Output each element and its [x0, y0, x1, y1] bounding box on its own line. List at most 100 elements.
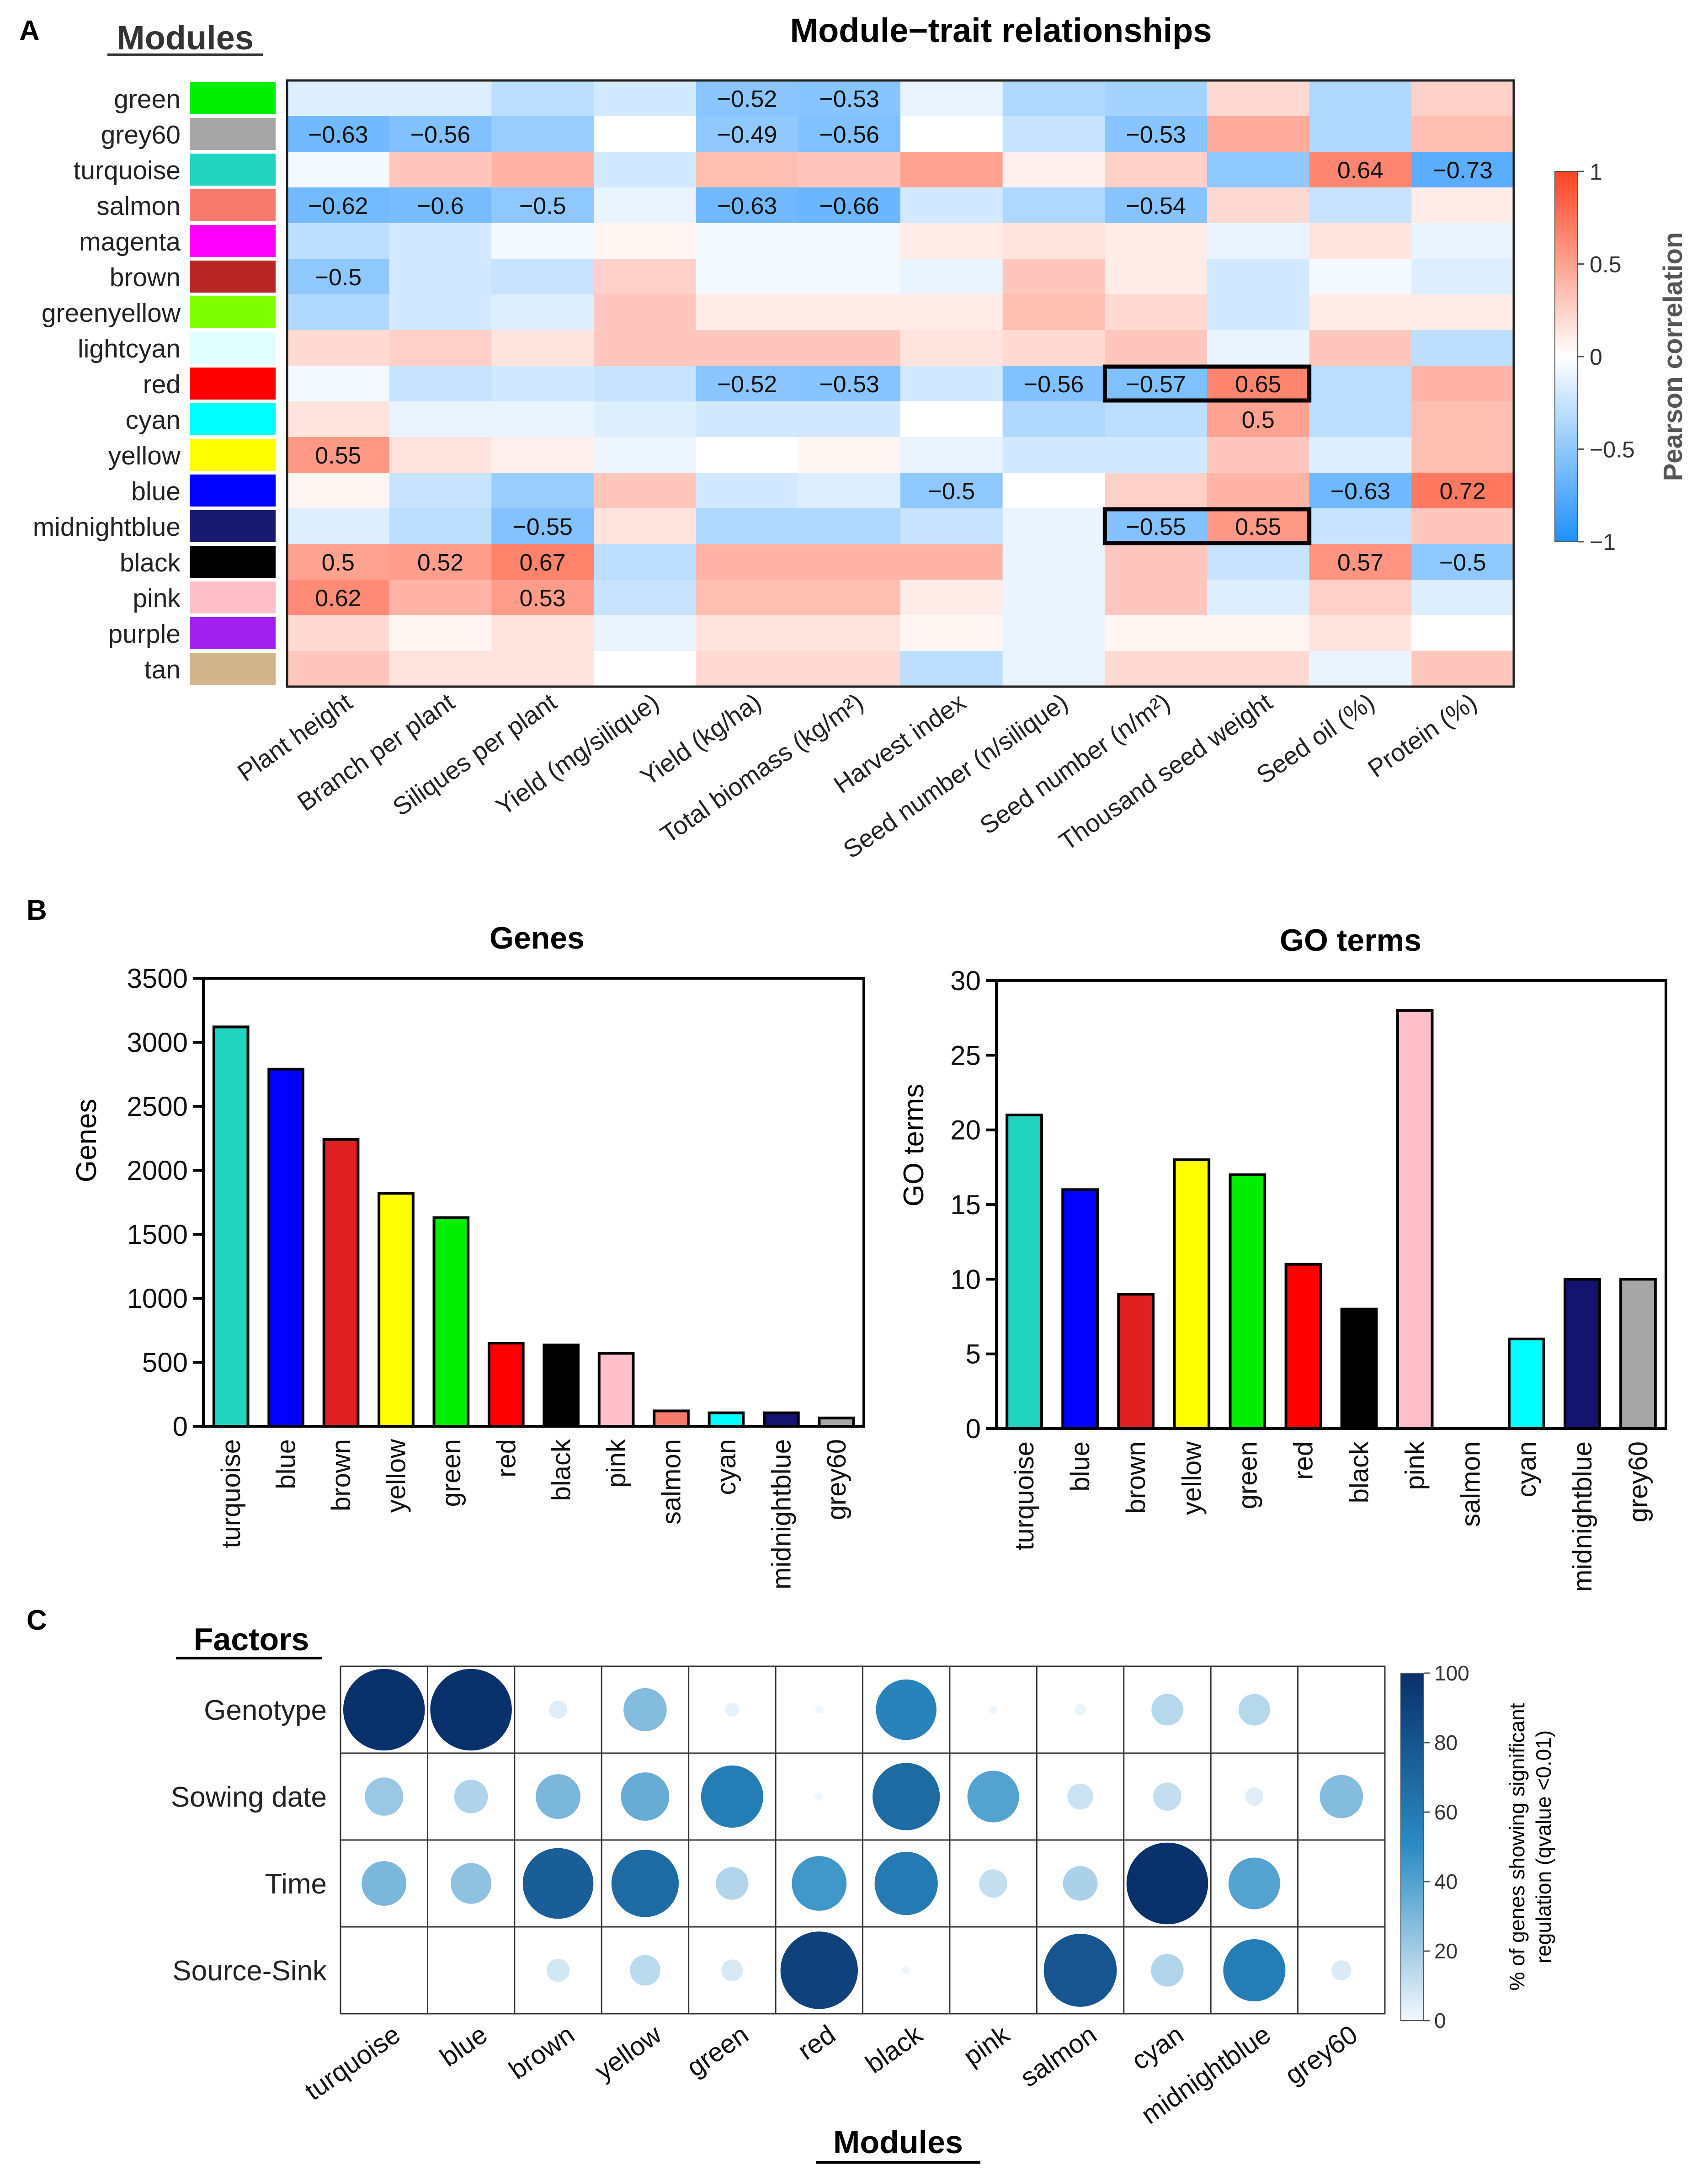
module-swatch-purple: [190, 617, 276, 649]
bubble-sowing-date-midnightblue: [1245, 1787, 1264, 1806]
heatmap-cell-label: 0.55: [315, 443, 361, 469]
heatmap-cell: [594, 294, 697, 331]
heatmap-cell: [1411, 615, 1514, 651]
bubble-sowing-date-green: [701, 1765, 763, 1828]
heatmap-cell: [1105, 80, 1208, 117]
heatmap-cell: [696, 366, 798, 402]
go-y-tick-label: 5: [966, 1339, 981, 1370]
heatmap-cell: [287, 259, 390, 295]
heatmap-cell: [798, 437, 901, 473]
bubble-sowing-date-grey60: [1320, 1775, 1363, 1819]
genes-bar-turquoise: [212, 1025, 250, 1428]
heatmap-cell-label: −0.57: [1126, 371, 1186, 398]
heatmap-cell: [696, 544, 798, 580]
go-y-tick-label: 10: [950, 1264, 981, 1295]
heatmap-cell: [1105, 152, 1208, 188]
heatmap-cell: [389, 580, 492, 616]
heatmap-cell: [287, 187, 390, 224]
module-swatch-brown: [190, 261, 276, 293]
heatmap-cell-label: 0.72: [1440, 478, 1486, 505]
heatmap-cell: [1309, 80, 1412, 117]
bubble-source-sink-brown: [546, 1958, 570, 1982]
heatmap-cell: [1002, 473, 1105, 509]
heatmap-cell: [491, 437, 594, 473]
heatmap-cell: [696, 437, 798, 473]
heatmap-cell: [491, 508, 594, 544]
heatmap-cell: [1207, 401, 1310, 437]
heatmap-cell: [594, 223, 697, 259]
heatmap-cell: [1411, 223, 1514, 259]
module-label-greenyellow: greenyellow: [42, 299, 181, 328]
module-label-brown: brown: [110, 263, 181, 292]
heatmap-cell: [287, 80, 390, 117]
go-y-tick-label: 0: [966, 1413, 981, 1444]
module-label-grey60: grey60: [101, 120, 181, 149]
heatmap-cell-label: −0.49: [717, 122, 777, 148]
bubble-time-yellow: [611, 1850, 679, 1917]
heatmap-cell: [900, 401, 1003, 437]
heatmap-cell: [594, 187, 697, 224]
heatmap-cell: [696, 330, 798, 366]
go-y-tick-label: 30: [950, 965, 981, 996]
heatmap-cell: [798, 330, 901, 366]
genes-bar-salmon: [653, 1409, 690, 1428]
module-label-tan: tan: [144, 655, 181, 684]
panel-b-letter: B: [27, 895, 47, 926]
bubble-genotype-black: [876, 1679, 936, 1740]
heatmap-cell-label: −0.63: [308, 122, 368, 148]
go-x-label-yellow: yellow: [1177, 1441, 1207, 1515]
module-swatch-pink: [190, 581, 276, 613]
bubble-source-sink-salmon: [1043, 1934, 1117, 2007]
go-y-axis-label: GO terms: [898, 1084, 930, 1207]
factors-header: Factors: [194, 1621, 309, 1657]
go-bar-brown: [1117, 1293, 1155, 1430]
heatmap-cell-label: −0.5: [928, 478, 975, 505]
heatmap-cell: [900, 437, 1003, 473]
module-swatch-salmon: [190, 189, 276, 221]
heatmap-cell: [491, 80, 594, 117]
heatmap-cell: [1002, 651, 1105, 687]
heatmap-cell: [1411, 294, 1514, 331]
genes-x-label-black: black: [547, 1439, 576, 1501]
heatmap-cell: [798, 116, 901, 152]
go-x-label-red: red: [1288, 1441, 1318, 1480]
go-x-label-blue: blue: [1065, 1441, 1095, 1492]
heatmap-cell: [798, 401, 901, 437]
pearson-colorbar-tick-label: −1: [1590, 529, 1616, 555]
module-label-salmon: salmon: [96, 192, 181, 221]
heatmap-cell: [1105, 437, 1208, 473]
genes-bar-midnightblue: [763, 1411, 800, 1428]
pearson-colorbar-tick-label: 1: [1590, 159, 1602, 185]
go-bar-black: [1340, 1307, 1378, 1430]
genes-x-label-brown: brown: [326, 1439, 356, 1511]
heatmap-cell: [900, 615, 1003, 651]
heatmap-cell: [1002, 437, 1105, 473]
heatmap-cell: [798, 294, 901, 331]
heatmap-cell-label: 0.52: [417, 549, 463, 576]
heatmap-cell: [287, 330, 390, 366]
heatmap-cell-label: −0.6: [417, 193, 464, 219]
genes-y-tick-label: 2000: [127, 1155, 188, 1186]
heatmap-cell: [696, 294, 798, 331]
heatmap-cell: [696, 259, 798, 295]
heatmap-cell: [1207, 116, 1310, 152]
genes-y-tick-label: 2500: [127, 1091, 188, 1122]
bubble-sowing-date-red: [815, 1792, 824, 1801]
pearson-colorbar-tick-label: 0: [1590, 344, 1602, 370]
bubble-genotype-yellow: [623, 1688, 667, 1732]
heatmap-cell: [287, 580, 390, 616]
heatmap-cell: [1411, 116, 1514, 152]
module-trait-heatmap: Module−trait relationships Modules green…: [33, 11, 1688, 864]
heatmap-cell: [1002, 152, 1105, 188]
bubble-source-sink-midnightblue: [1223, 1939, 1286, 2002]
factor-label-genotype: Genotype: [204, 1695, 327, 1726]
bubble-genotype-blue: [430, 1669, 512, 1751]
heatmap-cell: [594, 116, 697, 152]
heatmap-cell-label: −0.53: [819, 86, 879, 112]
heatmap-cell: [900, 152, 1003, 188]
heatmap-cell: [1309, 580, 1412, 616]
heatmap-cell: [1002, 116, 1105, 152]
module-label-black: black: [120, 548, 181, 577]
genes-y-tick-label: 500: [142, 1347, 188, 1378]
percent-colorbar-tick-label: 80: [1434, 1731, 1458, 1755]
